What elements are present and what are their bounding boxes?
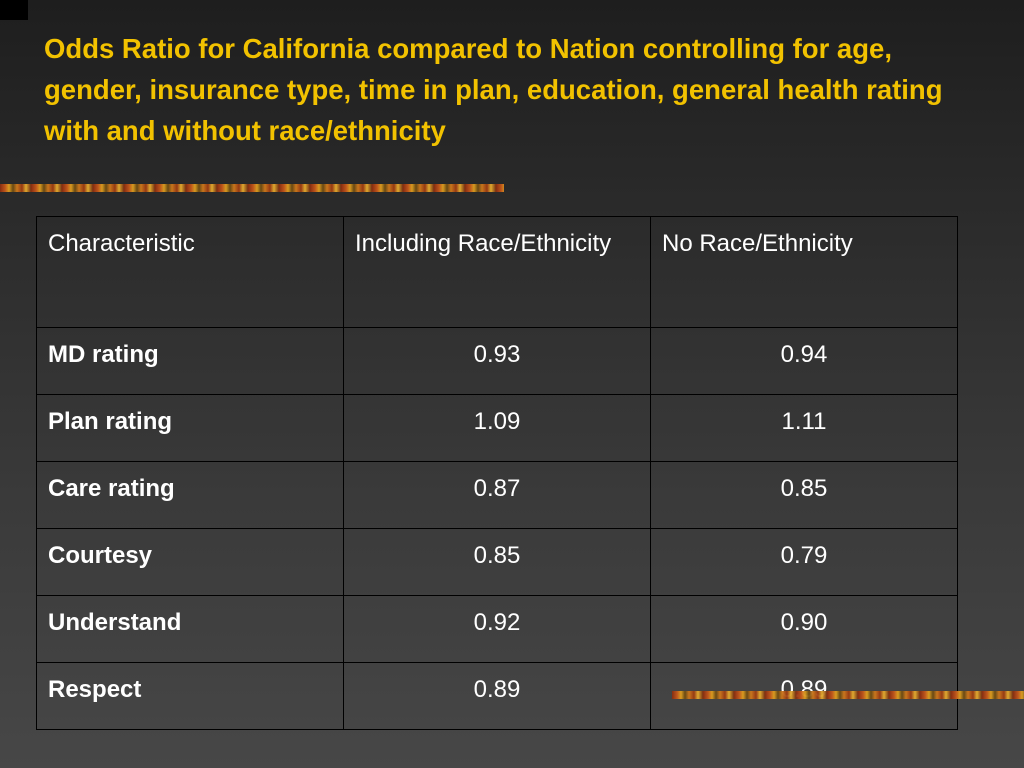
header-characteristic: Characteristic xyxy=(36,216,344,328)
row-label: Care rating xyxy=(36,461,344,529)
row-label: Courtesy xyxy=(36,528,344,596)
corner-mark xyxy=(0,0,28,20)
value-no-race: 0.90 xyxy=(650,595,958,663)
table-header-row: Characteristic Including Race/Ethnicity … xyxy=(36,216,958,328)
value-no-race: 0.85 xyxy=(650,461,958,529)
value-no-race: 0.79 xyxy=(650,528,958,596)
table-row: Courtesy 0.85 0.79 xyxy=(36,528,958,596)
value-including: 0.85 xyxy=(343,528,651,596)
value-including: 0.89 xyxy=(343,662,651,730)
value-including: 1.09 xyxy=(343,394,651,462)
value-including: 0.93 xyxy=(343,327,651,395)
slide-title: Odds Ratio for California compared to Na… xyxy=(44,33,943,146)
row-label: MD rating xyxy=(36,327,344,395)
value-no-race: 1.11 xyxy=(650,394,958,462)
table-row: Care rating 0.87 0.85 xyxy=(36,461,958,529)
row-label: Plan rating xyxy=(36,394,344,462)
value-including: 0.87 xyxy=(343,461,651,529)
table-row: Plan rating 1.09 1.11 xyxy=(36,394,958,462)
row-label: Respect xyxy=(36,662,344,730)
header-no-race-ethnicity: No Race/Ethnicity xyxy=(650,216,958,328)
row-label: Understand xyxy=(36,595,344,663)
header-including-race-ethnicity: Including Race/Ethnicity xyxy=(343,216,651,328)
table-row: Understand 0.92 0.90 xyxy=(36,595,958,663)
decorative-stripe-top xyxy=(0,184,504,192)
table-row: MD rating 0.93 0.94 xyxy=(36,327,958,395)
decorative-stripe-bottom xyxy=(672,691,1024,699)
odds-ratio-table: Characteristic Including Race/Ethnicity … xyxy=(36,216,958,730)
value-including: 0.92 xyxy=(343,595,651,663)
value-no-race: 0.94 xyxy=(650,327,958,395)
